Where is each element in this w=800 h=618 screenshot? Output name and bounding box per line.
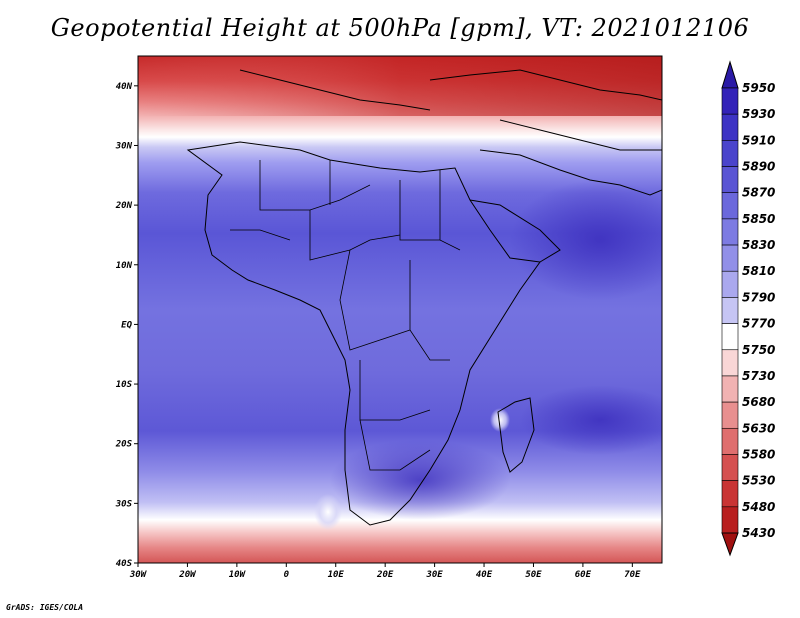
y-axis: 40N 30N 20N 10N EQ 10S 20S 30S 40S <box>115 82 138 569</box>
country-borders <box>230 160 461 471</box>
colorbar-label: 5890 <box>742 160 775 174</box>
colorbar-swatch <box>721 270 739 298</box>
x-tick-label: 40E <box>476 570 493 580</box>
chart-title: Geopotential Height at 500hPa [gpm], VT:… <box>50 14 750 42</box>
colorbar-swatch <box>721 401 739 429</box>
x-tick-label: 10W <box>229 570 247 580</box>
colorbar-swatch <box>721 297 739 324</box>
y-tick-label: 40S <box>116 559 133 569</box>
x-tick-label: 50E <box>525 570 542 580</box>
y-tick-label: 20S <box>115 440 133 450</box>
colorbar-swatch <box>721 349 739 377</box>
plot-frame <box>137 55 663 564</box>
colorbar-label: 5530 <box>742 474 775 488</box>
y-tick-label: 10S <box>116 380 133 390</box>
coastlines <box>186 69 662 526</box>
colorbar-label: 5810 <box>742 264 775 278</box>
colorbar-swatch <box>721 454 739 481</box>
x-tick-label: 70E <box>624 570 641 580</box>
colorbar-label: 5680 <box>742 395 775 409</box>
colorbar-label: 5870 <box>742 186 775 200</box>
colorbar-swatch <box>721 87 739 115</box>
colorbar-swatch <box>721 244 739 272</box>
colorbar-label: 5950 <box>742 81 775 95</box>
x-tick-label: 10E <box>328 570 345 580</box>
y-tick-label: 10N <box>116 261 133 271</box>
colorbar-label: 5910 <box>742 133 775 147</box>
colorbar-label: 5730 <box>742 369 775 383</box>
colorbar-swatch <box>721 427 739 455</box>
colorbar-label: 5630 <box>742 421 775 435</box>
colorbar-swatch <box>721 375 739 403</box>
colorbar-swatch <box>721 113 739 141</box>
colorbar-label: 5850 <box>742 212 775 226</box>
x-tick-label: 20W <box>178 570 197 580</box>
x-tick-label: 30W <box>129 570 148 580</box>
colorbar-label: 5580 <box>742 447 775 461</box>
colorbar-swatch <box>721 218 739 246</box>
colorbar-label: 5930 <box>742 107 775 121</box>
colorbar-label: 5790 <box>742 290 775 304</box>
colorbar-swatch <box>721 192 739 220</box>
colorbar-label: 5770 <box>742 317 775 331</box>
colorbar-label: 5750 <box>742 343 775 357</box>
x-axis: 30W 20W 10W 0 10E 20E 30E 40E 50E 60E 70E <box>129 563 641 580</box>
colorbar-top-arrow <box>721 60 739 89</box>
colorbar-label: 5430 <box>742 526 775 540</box>
y-tick-label: 20N <box>115 201 133 211</box>
x-tick-label: 60E <box>575 570 592 580</box>
y-tick-label: EQ <box>121 320 132 330</box>
x-tick-label: 20E <box>376 570 394 580</box>
geopotential-field <box>138 56 662 563</box>
colorbar-label: 5480 <box>742 500 775 514</box>
colorbar-swatch <box>721 166 739 194</box>
colorbar-swatch <box>721 480 739 508</box>
credit-text: GrADS: IGES/COLA <box>6 603 84 612</box>
colorbar-swatch <box>721 323 739 351</box>
colorbar-label: 5830 <box>742 238 775 252</box>
y-tick-label: 30S <box>115 499 133 509</box>
colorbar-bottom-arrow <box>721 532 739 557</box>
colorbar-swatch <box>721 140 739 167</box>
colorbar-swatch <box>721 506 739 534</box>
x-tick-label: 0 <box>284 570 290 580</box>
y-tick-label: 40N <box>116 82 133 92</box>
colorbar-legend: 5950 5930 5910 5890 5870 5850 5830 5810 5790 5770… <box>721 60 775 557</box>
x-tick-label: 30E <box>425 570 443 580</box>
y-tick-label: 30N <box>115 141 133 151</box>
